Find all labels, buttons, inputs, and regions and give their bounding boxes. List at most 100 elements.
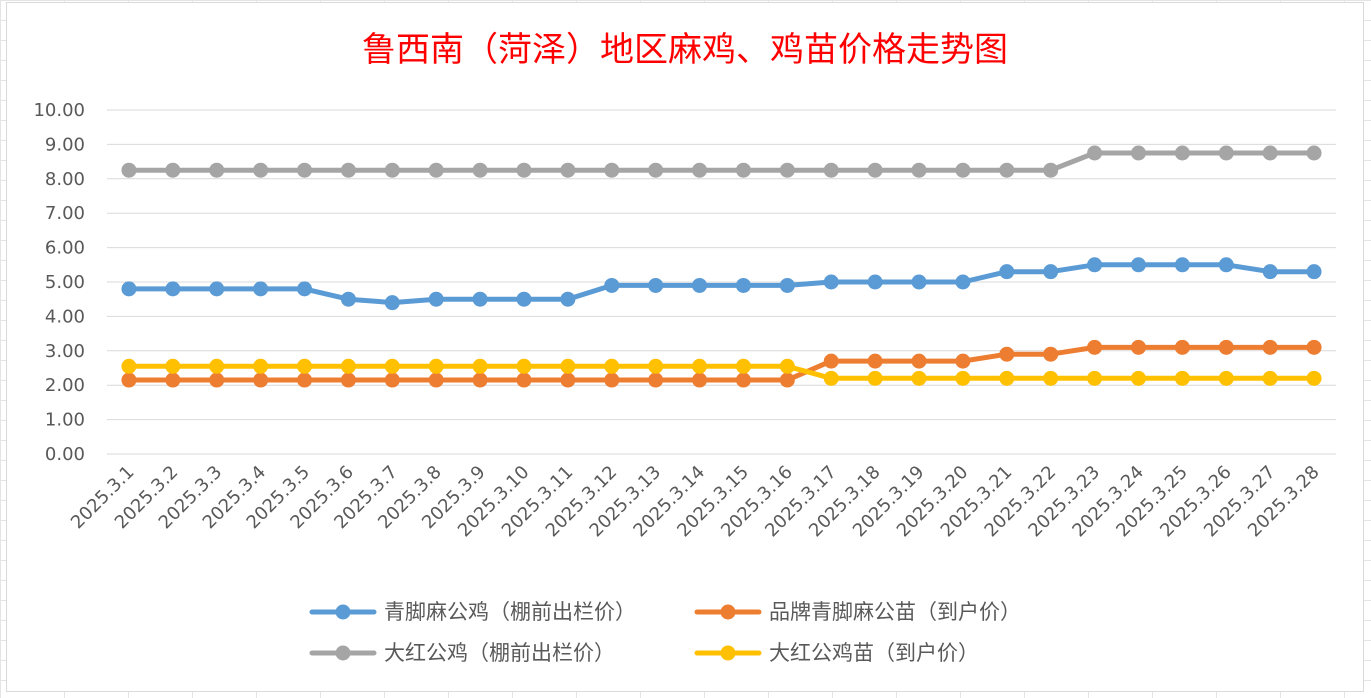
data-point bbox=[867, 353, 883, 369]
data-point bbox=[253, 162, 269, 178]
data-point bbox=[472, 358, 488, 374]
data-point bbox=[1130, 370, 1146, 386]
data-point bbox=[867, 370, 883, 386]
data-point bbox=[297, 162, 313, 178]
data-point bbox=[779, 162, 795, 178]
data-point bbox=[560, 291, 576, 307]
legend-item[interactable]: 青脚麻公鸡（棚前出栏价） bbox=[309, 600, 636, 624]
data-point bbox=[604, 372, 620, 388]
data-point bbox=[165, 372, 181, 388]
data-point bbox=[1262, 264, 1278, 280]
legend-label: 大红公鸡苗（到户价） bbox=[769, 641, 979, 665]
data-point bbox=[209, 372, 225, 388]
data-point bbox=[1218, 257, 1234, 273]
data-point bbox=[1262, 370, 1278, 386]
data-point bbox=[999, 346, 1015, 362]
data-point bbox=[253, 358, 269, 374]
y-tick-label: 1.00 bbox=[45, 410, 85, 431]
line-chart: 鲁西南（菏泽）地区麻鸡、鸡苗价格走势图 0.00 1.00 2.00 3.00 4.00… bbox=[33, 30, 1336, 665]
series-2 bbox=[121, 145, 1322, 178]
data-point bbox=[297, 358, 313, 374]
data-point bbox=[297, 281, 313, 297]
data-point bbox=[384, 358, 400, 374]
data-point bbox=[604, 162, 620, 178]
data-point bbox=[823, 370, 839, 386]
data-point bbox=[1130, 339, 1146, 355]
data-point bbox=[209, 281, 225, 297]
data-point bbox=[1262, 339, 1278, 355]
data-point bbox=[1174, 339, 1190, 355]
data-point bbox=[1087, 370, 1103, 386]
series-line bbox=[126, 344, 1317, 383]
data-point bbox=[560, 162, 576, 178]
series-line bbox=[126, 150, 1317, 173]
series-3 bbox=[121, 358, 1322, 386]
data-point bbox=[121, 358, 137, 374]
data-point bbox=[867, 162, 883, 178]
series-line bbox=[126, 262, 1317, 306]
data-point bbox=[384, 372, 400, 388]
y-tick-label: 9.00 bbox=[45, 134, 85, 155]
data-point bbox=[1262, 145, 1278, 161]
data-point bbox=[779, 277, 795, 293]
series-layer bbox=[121, 145, 1322, 388]
data-point bbox=[209, 162, 225, 178]
data-point bbox=[735, 162, 751, 178]
data-point bbox=[340, 372, 356, 388]
y-tick-label: 7.00 bbox=[45, 203, 85, 224]
data-point bbox=[955, 370, 971, 386]
data-point bbox=[516, 291, 532, 307]
data-point bbox=[823, 162, 839, 178]
x-axis-ticks: 2025.3.12025.3.22025.3.32025.3.42025.3.5… bbox=[67, 462, 1324, 542]
legend-item[interactable]: 大红公鸡苗（到户价） bbox=[694, 641, 979, 665]
data-point bbox=[955, 274, 971, 290]
data-point bbox=[692, 358, 708, 374]
data-point bbox=[692, 277, 708, 293]
series-0 bbox=[121, 257, 1322, 311]
y-tick-label: 2.00 bbox=[45, 375, 85, 396]
data-point bbox=[428, 358, 444, 374]
data-point bbox=[516, 358, 532, 374]
data-point bbox=[472, 291, 488, 307]
data-point bbox=[1087, 339, 1103, 355]
y-tick-label: 0.00 bbox=[45, 444, 85, 465]
legend-marker bbox=[335, 604, 351, 620]
data-point bbox=[1306, 145, 1322, 161]
data-point bbox=[735, 277, 751, 293]
legend: 青脚麻公鸡（棚前出栏价） 品牌青脚麻公苗（到户价） 大红公鸡（棚前出栏价） 大红公鸡苗… bbox=[309, 600, 1021, 665]
legend-item[interactable]: 品牌青脚麻公苗（到户价） bbox=[694, 600, 1021, 624]
legend-label: 青脚麻公鸡（棚前出栏价） bbox=[384, 600, 636, 624]
data-point bbox=[999, 264, 1015, 280]
data-point bbox=[1218, 339, 1234, 355]
data-point bbox=[648, 372, 664, 388]
data-point bbox=[1306, 264, 1322, 280]
data-point bbox=[1087, 257, 1103, 273]
data-point bbox=[253, 372, 269, 388]
chart-area[interactable]: 鲁西南（菏泽）地区麻鸡、鸡苗价格走势图 0.00 1.00 2.00 3.00 4.00… bbox=[6, 2, 1364, 692]
data-point bbox=[165, 358, 181, 374]
data-point bbox=[121, 281, 137, 297]
legend-label: 品牌青脚麻公苗（到户价） bbox=[769, 600, 1021, 624]
data-point bbox=[297, 372, 313, 388]
y-tick-label: 6.00 bbox=[45, 238, 85, 259]
data-point bbox=[253, 281, 269, 297]
data-point bbox=[692, 162, 708, 178]
data-point bbox=[428, 372, 444, 388]
data-point bbox=[735, 372, 751, 388]
data-point bbox=[165, 281, 181, 297]
data-point bbox=[1218, 370, 1234, 386]
data-point bbox=[1043, 346, 1059, 362]
data-point bbox=[999, 370, 1015, 386]
gridlines bbox=[107, 109, 1336, 455]
series-1 bbox=[121, 339, 1322, 388]
data-point bbox=[1174, 145, 1190, 161]
data-point bbox=[1130, 145, 1146, 161]
data-point bbox=[1130, 257, 1146, 273]
data-point bbox=[692, 372, 708, 388]
data-point bbox=[1043, 162, 1059, 178]
data-point bbox=[340, 358, 356, 374]
legend-item[interactable]: 大红公鸡（棚前出栏价） bbox=[309, 641, 615, 665]
data-point bbox=[428, 162, 444, 178]
data-point bbox=[516, 162, 532, 178]
data-point bbox=[823, 274, 839, 290]
